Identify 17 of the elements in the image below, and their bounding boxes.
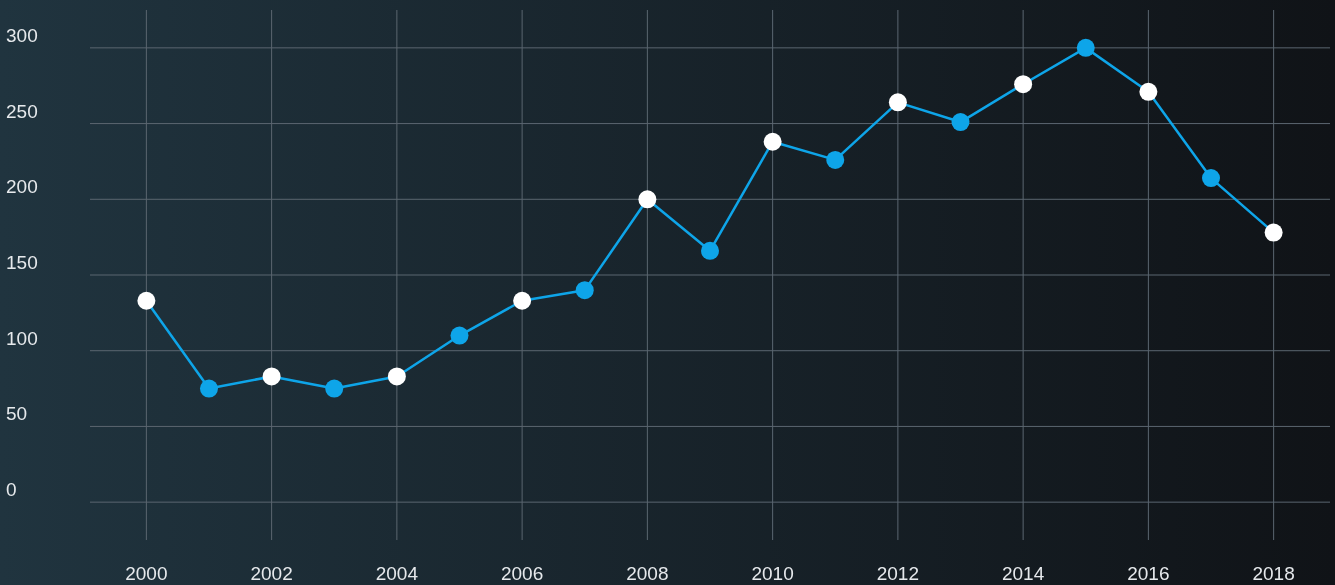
x-tick-label: 2002 [250,563,293,584]
y-tick-label: 200 [6,176,38,198]
y-tick-label: 300 [6,24,38,46]
y-tick-label: 50 [6,403,28,425]
x-tick-label: 2014 [1001,563,1045,584]
y-tick-label: 150 [6,252,38,273]
x-tick-label: 2004 [375,563,419,584]
x-tick-label: 2000 [125,563,168,584]
x-tick-label: 2016 [1127,563,1170,584]
y-tick-label: 100 [6,327,38,349]
x-tick-label: 2018 [1252,563,1295,584]
y-tick-label: 250 [6,100,38,122]
x-tick-label: 2008 [626,563,669,584]
x-tick-label: 2006 [500,563,544,584]
y-tick-label: 0 [6,479,17,501]
x-tick-label: 2010 [751,563,794,584]
x-tick-label: 2012 [876,563,920,584]
